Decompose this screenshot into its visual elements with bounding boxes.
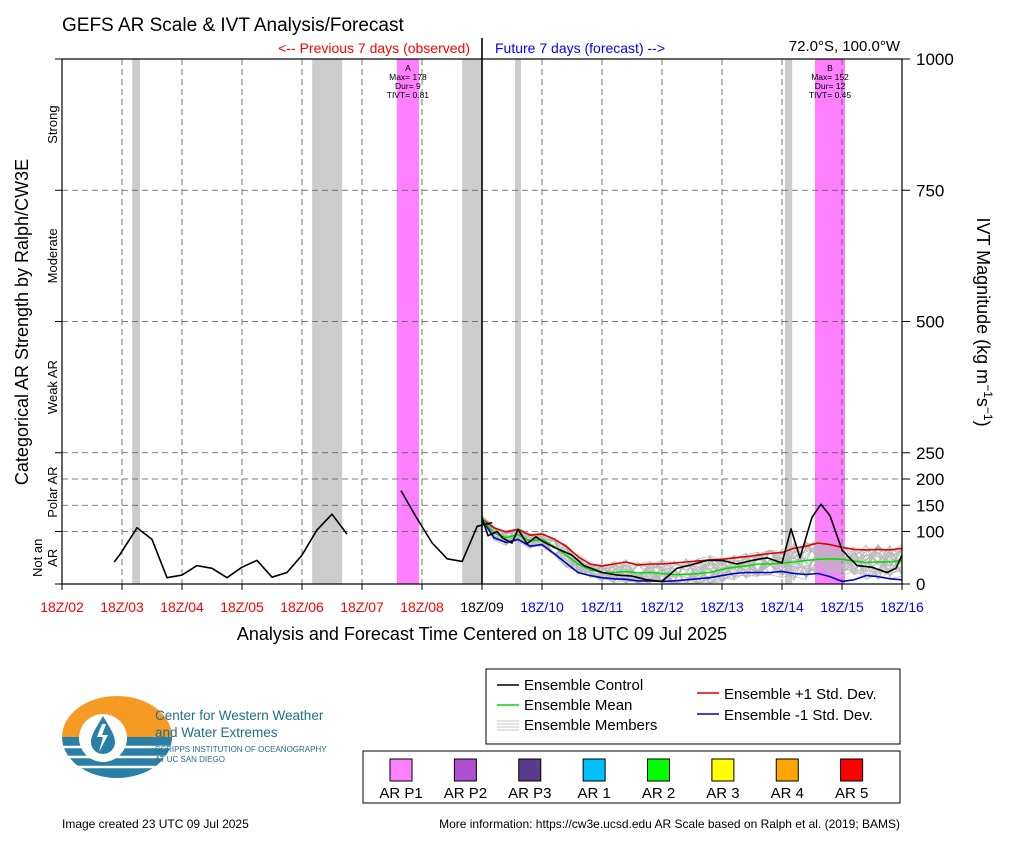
legend-members-swatch	[497, 720, 519, 731]
x-tick-label-6: 18Z/08	[400, 599, 444, 615]
x-tick-label-10: 18Z/12	[640, 599, 684, 615]
category-label-3-line-0: Moderate	[45, 228, 60, 283]
legend-minus-sd-label: Ensemble -1 Std. Dev.	[724, 707, 873, 724]
x-tick-label-14: 18Z/16	[880, 599, 924, 615]
ar-window-B-text-2: Dur= 12	[815, 81, 846, 91]
y-tick-label-100: 100	[916, 523, 944, 542]
cw3e-logo: Center for Western Weather and Water Ext…	[60, 696, 327, 778]
logo-line-4: AT UC SAN DIEGO	[155, 755, 225, 764]
ar-scale-swatch-3	[582, 758, 606, 782]
category-label-1: Polar AR	[45, 466, 60, 517]
ensemble-control-line-2	[481, 503, 903, 583]
logo-bolt-icon	[97, 724, 108, 752]
ar-window-B-text-0: B	[827, 63, 833, 73]
x-tick-label-5: 18Z/07	[340, 599, 384, 615]
category-label-2: Weak AR	[45, 360, 60, 414]
ar-window-A-text-1: Max= 178	[389, 72, 427, 82]
x-tick-label-2: 18Z/04	[160, 599, 204, 615]
x-axis-title: Analysis and Forecast Time Centered on 1…	[237, 624, 727, 644]
category-label-0-line-1: AR	[45, 549, 60, 567]
previous-days-label: <-- Previous 7 days (observed)	[278, 40, 470, 56]
chart-title: GEFS AR Scale & IVT Analysis/Forecast	[62, 15, 404, 36]
image-created-note: Image created 23 UTC 09 Jul 2025	[62, 817, 249, 831]
x-tick-label-9: 18Z/11	[581, 599, 624, 615]
x-tick-label-12: 18Z/14	[760, 599, 804, 615]
legend-control-label: Ensemble Control	[524, 677, 643, 694]
ar-scale-label-6: AR 4	[771, 785, 804, 802]
more-info-note: More information: https://cw3e.ucsd.edu …	[439, 817, 900, 831]
ar-scale-swatch-1	[453, 758, 477, 782]
location-label: 72.0°S, 100.0°W	[789, 38, 901, 55]
category-label-1-line-0: Polar AR	[45, 466, 60, 517]
ar-scale-swatch-5	[711, 758, 735, 782]
series-legend: Ensemble Control Ensemble Mean Ensemble …	[485, 668, 901, 745]
y-tick-label-1000: 1000	[916, 50, 954, 69]
y-tick-label-250: 250	[916, 444, 944, 463]
ensemble-1-std-dev-line-0	[481, 518, 903, 583]
x-tick-label-13: 18Z/15	[820, 599, 864, 615]
ar-scale-label-1: AR P2	[444, 785, 487, 802]
x-tick-label-4: 18Z/06	[280, 599, 324, 615]
x-tick-label-8: 18Z/10	[520, 599, 564, 615]
ar-scale-label-3: AR 1	[577, 785, 610, 802]
ensemble-1-std-dev-line-0	[481, 518, 903, 567]
ar-scale-swatch-2	[518, 758, 542, 782]
ensemble-control-line-0	[113, 513, 348, 579]
y-tick-label-500: 500	[916, 313, 944, 332]
x-tick-label-0: 18Z/02	[40, 599, 84, 615]
category-label-0-line-0: Not an	[30, 539, 45, 577]
future-days-label: Future 7 days (forecast) -->	[495, 40, 665, 56]
logo-line-1: Center for Western Weather	[155, 708, 324, 723]
ar-scale-swatch-6	[775, 758, 799, 782]
ensemble-mean-line-0	[481, 518, 903, 576]
ar-window-B	[815, 59, 845, 584]
ar-scale-label-7: AR 5	[835, 785, 868, 802]
logo-line-3: SCRIPPS INSTITUTION OF OCEANOGRAPHY	[155, 745, 327, 754]
ar-scale-label-4: AR 2	[642, 785, 675, 802]
x-tick-label-11: 18Z/13	[700, 599, 744, 615]
category-label-2-line-0: Weak AR	[45, 360, 60, 414]
ar-window-A-text-2: Dur= 9	[395, 81, 421, 91]
y-tick-label-750: 750	[916, 181, 944, 200]
ar-scale-label-5: AR 3	[706, 785, 739, 802]
x-tick-label-1: 18Z/03	[100, 599, 144, 615]
y-tick-label-0: 0	[916, 575, 925, 594]
y-tick-label-150: 150	[916, 496, 944, 515]
category-label-4: Strong	[45, 105, 60, 143]
ar-scale-label-0: AR P1	[379, 785, 422, 802]
ar-scale-label-2: AR P3	[508, 785, 551, 802]
category-label-0: Not an AR	[30, 539, 60, 577]
category-label-3: Moderate	[45, 228, 60, 283]
ar-scale-swatch-0	[389, 758, 413, 782]
right-axis-title: IVT Magnitude (kg m−1s−1)	[973, 217, 995, 426]
ar-scale-swatch-7	[840, 758, 864, 782]
ar-window-B-text-1: Max= 152	[811, 72, 849, 82]
axes: 18Z/02 18Z/03 18Z/04 18Z/05 18Z/06 18Z/07 18Z/…	[30, 50, 954, 615]
ensemble-series	[113, 490, 903, 583]
x-tick-label-3: 18Z/05	[220, 599, 264, 615]
ar-scale-legend	[362, 750, 901, 804]
ar-scale-swatch-4	[647, 758, 670, 782]
shaded-bands	[132, 59, 845, 584]
category-label-4-line-0: Strong	[45, 105, 60, 143]
ensemble-control-line-1	[400, 490, 493, 563]
x-tick-label-7: 18Z/09	[460, 599, 504, 615]
legend-members-label: Ensemble Members	[524, 717, 657, 734]
ensemble-member-26	[481, 517, 903, 581]
y-tick-label-200: 200	[916, 470, 944, 489]
ar-scale-legend-items: AR P1 AR P2 AR P3 AR 1 AR 2 AR 3 AR 4 AR 5	[379, 758, 868, 802]
ar-window-B-text-3: TIVT= 0.45	[809, 90, 852, 100]
legend-plus-sd-label: Ensemble +1 Std. Dev.	[724, 686, 877, 703]
legend-mean-label: Ensemble Mean	[524, 697, 632, 714]
ar-window-A-text-3: TIVT= 0.81	[387, 90, 430, 100]
ensemble-member-14	[481, 514, 903, 583]
left-axis-title: Categorical AR Strength by Ralph/CW3E	[12, 159, 32, 485]
gray-band-4	[785, 59, 793, 584]
ar-window-A-text-0: A	[405, 63, 411, 73]
grid-lines	[62, 59, 902, 584]
logo-line-2: and Water Extremes	[155, 725, 278, 740]
